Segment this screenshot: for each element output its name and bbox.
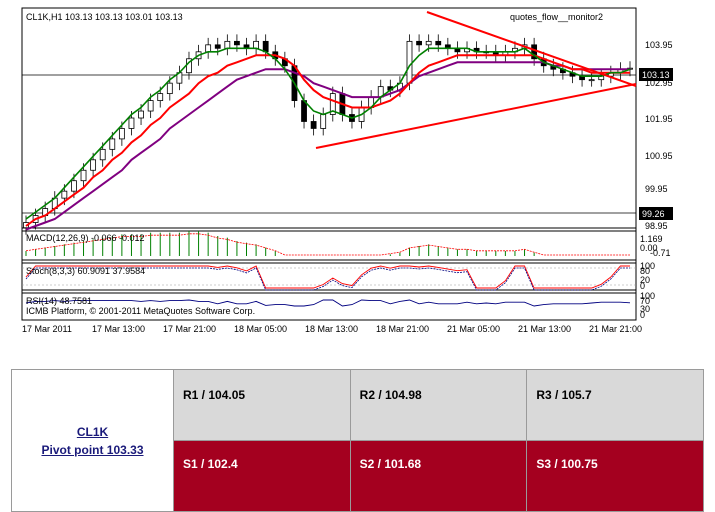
candle-body <box>80 169 87 182</box>
candle-body <box>61 190 68 199</box>
stoch-scale: 20 <box>640 275 650 285</box>
price-axis: 103.95 102.95 101.95 100.95 99.95 98.95 <box>645 40 673 231</box>
stoch-scale: 100 <box>640 261 655 271</box>
macd-histogram <box>25 231 535 256</box>
symbol-label: CL1K <box>76 424 109 439</box>
candle-body <box>301 100 307 122</box>
copyright: ICMB Platform, © 2001-2011 MetaQuotes So… <box>26 306 255 316</box>
candle-body <box>425 40 432 46</box>
candle-body <box>157 93 164 101</box>
candle-body <box>214 44 221 49</box>
price-tick: 101.95 <box>645 114 673 124</box>
price-tick: 103.95 <box>645 40 673 50</box>
candle-body <box>224 40 231 49</box>
candle-body <box>262 40 269 53</box>
stoch-scale: 80 <box>640 266 650 276</box>
candle-body <box>147 100 154 112</box>
macd-label: MACD(12,26,9) -0.066 -0.012 <box>26 233 145 243</box>
resistance-r2: R2 / 104.98 <box>349 369 528 441</box>
time-tick: 17 Mar 21:00 <box>163 324 216 334</box>
macd-scale: 0.00 <box>640 243 658 253</box>
rsi-line <box>25 299 631 307</box>
rsi-label: RSI(14) 48.7581 <box>26 296 92 306</box>
price-tick: 99.95 <box>645 184 668 194</box>
candle-body <box>109 138 116 150</box>
candle-body <box>588 79 595 82</box>
candle-body <box>435 40 442 46</box>
macd-scale: 1.169 <box>640 234 663 244</box>
candle-body <box>253 40 259 49</box>
trendline-upper <box>426 11 637 87</box>
candle-body <box>71 180 77 192</box>
candle-body <box>138 110 144 119</box>
macd-signal-line <box>25 233 630 256</box>
chart-header: CL1K,H1 103.13 103.13 103.01 103.13 <box>26 12 183 22</box>
price-tick: 100.95 <box>645 151 673 161</box>
price-tick: 98.95 <box>645 221 668 231</box>
candle-body <box>128 117 135 129</box>
rsi-scale: 0 <box>640 310 645 320</box>
candle-body <box>320 114 327 129</box>
time-tick: 21 Mar 13:00 <box>518 324 571 334</box>
time-tick: 17 Mar 2011 <box>22 324 72 334</box>
trendline-lower <box>315 83 637 149</box>
candle-body <box>234 40 240 46</box>
rsi-scale: 100 <box>640 291 655 301</box>
indicator-name: quotes_flow__monitor2 <box>510 12 603 22</box>
support-s2: S2 / 101.68 <box>349 440 528 512</box>
ma-fast-line <box>25 47 631 220</box>
stoch-main-line <box>25 265 630 289</box>
support-s1: S1 / 102.4 <box>173 440 351 512</box>
candle-body <box>205 44 212 53</box>
pivot-caption: CL1K Pivot point 103.33 <box>11 369 174 512</box>
current-price-label: 103.13 <box>642 70 670 80</box>
time-tick: 17 Mar 13:00 <box>92 324 145 334</box>
current-price-box <box>639 68 673 81</box>
time-tick: 18 Mar 05:00 <box>234 324 287 334</box>
candle-body <box>416 40 422 46</box>
support-s3: S3 / 100.75 <box>526 440 704 512</box>
time-tick: 21 Mar 21:00 <box>589 324 642 334</box>
time-tick: 18 Mar 21:00 <box>376 324 429 334</box>
candle-body <box>118 128 125 140</box>
rsi-scale: 70 <box>640 296 650 306</box>
ma-mid-line <box>25 54 630 227</box>
candle-body <box>90 159 97 171</box>
stoch-signal-line <box>25 267 630 291</box>
pivot-table: CL1K Pivot point 103.33 R1 / 104.05 R2 /… <box>11 369 704 512</box>
candle-body <box>310 121 317 129</box>
time-tick: 18 Mar 13:00 <box>305 324 358 334</box>
line-price-label: 99.26 <box>642 209 665 219</box>
macd-scale: -0.71 <box>650 248 671 258</box>
ma-slow-line <box>25 61 630 231</box>
price-tick: 102.95 <box>645 78 673 88</box>
price-chart: CL1K,H1 103.13 103.13 103.01 103.13 quot… <box>21 7 673 334</box>
resistance-r3: R3 / 105.7 <box>526 369 704 441</box>
candle-body <box>406 40 413 84</box>
pivot-point-label: Pivot point 103.33 <box>41 442 144 457</box>
time-axis: 17 Mar 2011 17 Mar 13:00 17 Mar 21:00 18… <box>22 324 642 334</box>
stoch-label: Stoch(8,3,3) 60.9091 37.9584 <box>26 266 145 276</box>
stoch-scale: 0 <box>640 281 645 291</box>
line-price-box <box>639 207 673 220</box>
candle-body <box>166 82 173 95</box>
candle-body <box>329 93 336 115</box>
candle-body <box>99 148 106 161</box>
rsi-scale: 30 <box>640 304 650 314</box>
resistance-r1: R1 / 104.05 <box>173 369 351 441</box>
time-tick: 21 Mar 05:00 <box>447 324 500 334</box>
